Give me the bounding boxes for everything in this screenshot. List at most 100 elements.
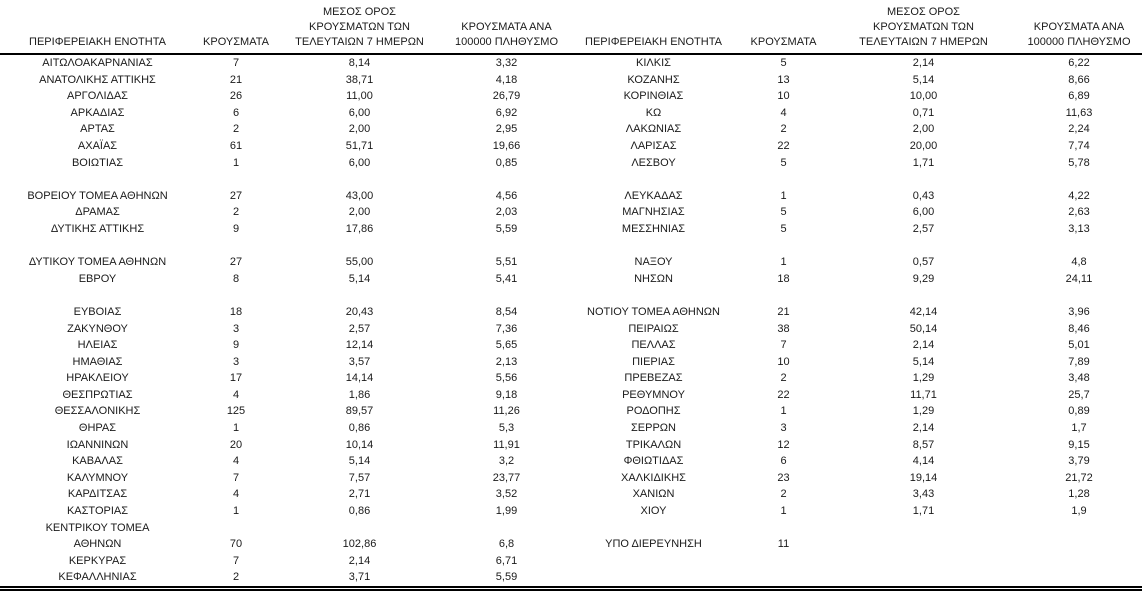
- cases-cell: 22: [777, 388, 790, 401]
- region-cell: ΝΗΣΩΝ: [634, 272, 673, 285]
- region-cell: ΒΟΡΕΙΟΥ ΤΟΜΕΑ ΑΘΗΝΩΝ: [27, 189, 168, 202]
- cases-cell: 1: [780, 405, 787, 418]
- avg7-cell: 102,86: [342, 538, 377, 551]
- avg7-cell: 6,00: [348, 106, 371, 119]
- table-row: ΗΛΕΙΑΣ 9 12,14 5,65 ΠΕΛΛΑΣ 7 2,14 5,01: [0, 337, 1142, 354]
- avg7-cell: [277, 287, 442, 304]
- per100k-cell: 1,28: [1068, 488, 1090, 501]
- cases-cell: [736, 287, 831, 304]
- header-cases-left: ΚΡΟΥΣΜΑΤΑ: [195, 0, 277, 55]
- region-cell: ΠΕΙΡΑΙΩΣ: [628, 322, 679, 335]
- avg7-cell: 10,00: [909, 90, 938, 103]
- per100k-cell: 5,56: [495, 372, 518, 385]
- per100k-cell: 24,11: [1065, 272, 1093, 285]
- region-cell: ΗΜΑΘΙΑΣ: [72, 355, 123, 368]
- region-cell: ΗΡΑΚΛΕΙΟΥ: [66, 372, 129, 385]
- per100k-cell: 5,59: [495, 571, 518, 584]
- cases-cell: [195, 238, 277, 255]
- header-per100k-right: ΚΡΟΥΣΜΑΤΑ ΑΝΑ 100000 ΠΛΗΘΥΣΜΟ: [1016, 0, 1142, 55]
- avg7-cell: 3,43: [912, 488, 935, 501]
- per100k-cell: [1016, 553, 1142, 570]
- per100k-cell: 11,63: [1065, 106, 1093, 119]
- table-row: ΑΡΓΟΛΙΔΑΣ 26 11,00 26,79 ΚΟΡΙΝΘΙΑΣ 10 10,00 6,8…: [0, 88, 1142, 105]
- per100k-cell: 21,72: [1065, 471, 1093, 484]
- table-row: [0, 171, 1142, 188]
- header-avg7-left: ΜΕΣΟΣ ΟΡΟΣ ΚΡΟΥΣΜΑΤΩΝ ΤΩΝ ΤΕΛΕΥΤΑΙΩΝ 7 Η…: [277, 0, 442, 55]
- region-cell: ΡΕΘΥΜΝΟΥ: [622, 388, 685, 401]
- avg7-cell: 1,86: [348, 388, 371, 401]
- cases-cell: 6: [780, 455, 787, 468]
- cases-cell: 3: [232, 322, 240, 335]
- cases-cell: 4: [780, 106, 787, 119]
- table-row: ΔΡΑΜΑΣ 2 2,00 2,03 ΜΑΓΝΗΣΙΑΣ 5 6,00 2,63: [0, 204, 1142, 221]
- cases-cell: 27: [229, 256, 243, 269]
- cases-cell: 18: [229, 305, 243, 318]
- per100k-cell: 4,18: [495, 73, 518, 86]
- table-row: ΗΜΑΘΙΑΣ 3 3,57 2,13 ΠΙΕΡΙΑΣ 10 5,14 7,89: [0, 354, 1142, 371]
- per100k-cell: 2,95: [495, 123, 518, 136]
- per100k-cell: 8,46: [1068, 322, 1090, 335]
- region-cell: ΤΡΙΚΑΛΩΝ: [625, 438, 682, 451]
- per100k-cell: 23,77: [492, 471, 521, 484]
- table-row: ΘΗΡΑΣ 1 0,86 5,3 ΣΕΡΡΩΝ 3 2,14 1,7: [0, 420, 1142, 437]
- avg7-cell: 2,71: [348, 488, 371, 501]
- avg7-cell: [831, 520, 1016, 553]
- region-cell: ΚΕΦΑΛΛΗΝΙΑΣ: [58, 571, 137, 584]
- cases-cell: 3: [232, 355, 240, 368]
- per100k-cell: 5,41: [495, 272, 518, 285]
- table-row: ΚΑΣΤΟΡΙΑΣ 1 0,86 1,99 ΧΙΟΥ 1 1,71 1,9: [0, 503, 1142, 520]
- cases-cell: 7: [780, 339, 787, 352]
- per100k-cell: [442, 238, 571, 255]
- table-row: ΖΑΚΥΝΘΟΥ 3 2,57 7,36 ΠΕΙΡΑΙΩΣ 38 50,14 8,46: [0, 321, 1142, 338]
- per100k-cell: [1016, 569, 1142, 588]
- cases-cell: 7: [232, 554, 240, 567]
- cases-cell: 1: [232, 422, 240, 435]
- cases-cell: 7: [232, 57, 240, 69]
- cases-cell: 13: [777, 73, 790, 86]
- per100k-cell: [1016, 287, 1142, 304]
- per100k-cell: 0,89: [1068, 405, 1090, 418]
- avg7-cell: 12,14: [345, 339, 374, 352]
- per100k-cell: 1,7: [1071, 422, 1087, 435]
- per100k-cell: [442, 171, 571, 188]
- region-cell: ΝΟΤΙΟΥ ΤΟΜΕΑ ΑΘΗΝΩΝ: [587, 305, 720, 318]
- region-cell: ΚΑΣΤΟΡΙΑΣ: [66, 505, 129, 518]
- per100k-cell: 5,59: [495, 222, 518, 235]
- region-cell: ΔΥΤΙΚΟΥ ΤΟΜΕΑ ΑΘΗΝΩΝ: [28, 256, 167, 269]
- per100k-cell: 3,96: [1068, 305, 1090, 318]
- region-cell: ΛΕΥΚΑΔΑΣ: [624, 189, 683, 202]
- cases-cell: 2: [232, 123, 240, 136]
- table-row: [0, 287, 1142, 304]
- avg7-cell: 2,14: [348, 554, 371, 567]
- avg7-cell: 11,71: [910, 388, 937, 401]
- per100k-cell: 6,71: [495, 554, 518, 567]
- cases-cell: [195, 287, 277, 304]
- avg7-cell: 9,29: [912, 272, 935, 285]
- region-cell: ΚΑΡΔΙΤΣΑΣ: [67, 488, 128, 501]
- table-row: ΑΙΤΩΛΟΑΚΑΡΝΑΝΙΑΣ 7 8,14 3,32 ΚΙΛΚΙΣ 5 2,14 6,22: [0, 54, 1142, 72]
- avg7-cell: 2,00: [348, 206, 371, 219]
- per100k-cell: [1016, 171, 1142, 188]
- region-cell: [0, 287, 195, 304]
- region-cell: ΗΛΕΙΑΣ: [77, 339, 118, 352]
- per100k-cell: 5,51: [495, 256, 518, 269]
- cases-cell: 18: [777, 272, 790, 285]
- cases-cell: 2: [780, 123, 787, 136]
- region-cell: [571, 171, 736, 188]
- cases-cell: 10: [777, 355, 790, 368]
- region-cell: ΝΑΞΟΥ: [634, 256, 673, 269]
- region-cell: ΕΒΡΟΥ: [78, 272, 117, 285]
- cases-cell: 17: [229, 372, 243, 385]
- region-cell: ΛΕΣΒΟΥ: [631, 156, 676, 169]
- region-cell: ΛΑΡΙΣΑΣ: [630, 139, 677, 152]
- cases-cell: 125: [226, 405, 246, 418]
- region-cell: ΑΝΑΤΟΛΙΚΗΣ ΑΤΤΙΚΗΣ: [39, 73, 156, 86]
- avg7-cell: [831, 171, 1016, 188]
- avg7-cell: 50,14: [909, 322, 938, 335]
- avg7-cell: 2,00: [912, 123, 935, 136]
- avg7-cell: 38,71: [345, 73, 374, 86]
- table-row: ΑΧΑΪΑΣ 61 51,71 19,66 ΛΑΡΙΣΑΣ 22 20,00 7,74: [0, 138, 1142, 155]
- avg7-cell: [831, 569, 1016, 588]
- table-row: ΔΥΤΙΚΗΣ ΑΤΤΙΚΗΣ 9 17,86 5,59 ΜΕΣΣΗΝΙΑΣ 5 2,57 3…: [0, 221, 1142, 238]
- per100k-cell: 6,22: [1068, 57, 1090, 69]
